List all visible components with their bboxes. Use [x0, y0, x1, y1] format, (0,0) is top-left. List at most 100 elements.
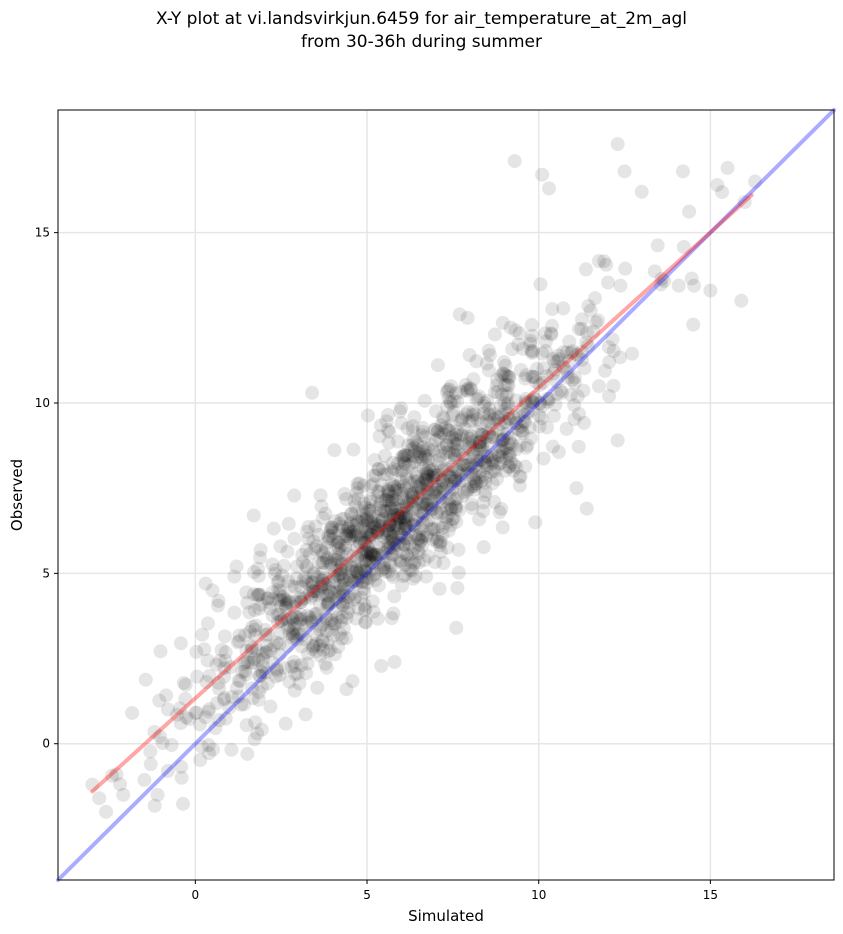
data-point [287, 531, 302, 546]
data-point [232, 634, 247, 649]
data-point [308, 610, 323, 625]
data-point [394, 464, 409, 479]
data-point [376, 460, 391, 475]
data-point [368, 550, 383, 565]
data-point [498, 463, 513, 478]
data-point [484, 452, 499, 467]
data-point [563, 387, 578, 402]
data-point [472, 512, 487, 527]
data-point [293, 612, 308, 627]
data-point [538, 344, 553, 359]
data-point [469, 354, 484, 369]
data-point [507, 154, 522, 169]
data-point [281, 574, 296, 589]
data-point [227, 605, 242, 620]
data-point [403, 562, 418, 577]
data-point [318, 610, 333, 625]
data-point [398, 509, 413, 524]
data-point [572, 321, 587, 336]
data-point [414, 521, 429, 536]
data-point [676, 239, 691, 254]
data-point [424, 522, 439, 537]
data-point [569, 347, 584, 362]
data-point [346, 528, 361, 543]
data-point [544, 327, 559, 342]
data-point [415, 481, 430, 496]
data-point [366, 520, 381, 535]
data-point [380, 541, 395, 556]
data-point [432, 485, 447, 500]
data-point [393, 528, 408, 543]
data-point [474, 427, 489, 442]
data-point [374, 494, 389, 509]
data-point [378, 564, 393, 579]
data-point [570, 389, 585, 404]
data-point [484, 430, 499, 445]
data-point [703, 283, 718, 298]
data-point [467, 478, 482, 493]
data-point [443, 501, 458, 516]
data-point [270, 663, 285, 678]
data-point [433, 444, 448, 459]
data-point [387, 519, 402, 534]
data-point [451, 542, 466, 557]
data-point [449, 501, 464, 516]
data-point [287, 683, 302, 698]
data-point [412, 478, 427, 493]
data-point [376, 529, 391, 544]
data-point [315, 586, 330, 601]
data-point [372, 522, 387, 537]
data-point [240, 746, 255, 761]
data-point [451, 565, 466, 580]
data-point [304, 613, 319, 628]
data-point [397, 537, 412, 552]
data-point [368, 509, 383, 524]
data-point [442, 445, 457, 460]
data-point [458, 407, 473, 422]
data-point [338, 559, 353, 574]
data-point [495, 387, 510, 402]
data-point [425, 532, 440, 547]
data-point [339, 529, 354, 544]
data-point [505, 342, 520, 357]
data-point [442, 382, 457, 397]
data-point [272, 647, 287, 662]
data-point [577, 415, 592, 430]
data-point [331, 568, 346, 583]
data-point [734, 293, 749, 308]
data-point [409, 479, 424, 494]
data-point [385, 569, 400, 584]
data-point [551, 348, 566, 363]
data-point [239, 585, 254, 600]
data-point [406, 517, 421, 532]
data-point [511, 408, 526, 423]
data-point [316, 545, 331, 560]
data-point [359, 556, 374, 571]
data-point [331, 535, 346, 550]
data-point [398, 456, 413, 471]
data-point [255, 665, 270, 680]
data-point [473, 442, 488, 457]
data-point [457, 485, 472, 500]
data-point [230, 635, 245, 650]
data-point [523, 336, 538, 351]
data-point [338, 540, 353, 555]
data-point [313, 648, 328, 663]
data-point [381, 484, 396, 499]
data-point [481, 425, 496, 440]
data-point [333, 555, 348, 570]
data-point [335, 588, 350, 603]
data-point [85, 777, 100, 792]
data-point [515, 341, 530, 356]
data-point [309, 644, 324, 659]
data-point [682, 204, 697, 219]
data-point [403, 485, 418, 500]
data-point [298, 570, 313, 585]
data-point [524, 403, 539, 418]
data-point [284, 610, 299, 625]
data-point [368, 516, 383, 531]
data-point [485, 429, 500, 444]
data-point [331, 546, 346, 561]
data-point [367, 517, 382, 532]
data-point [281, 516, 296, 531]
